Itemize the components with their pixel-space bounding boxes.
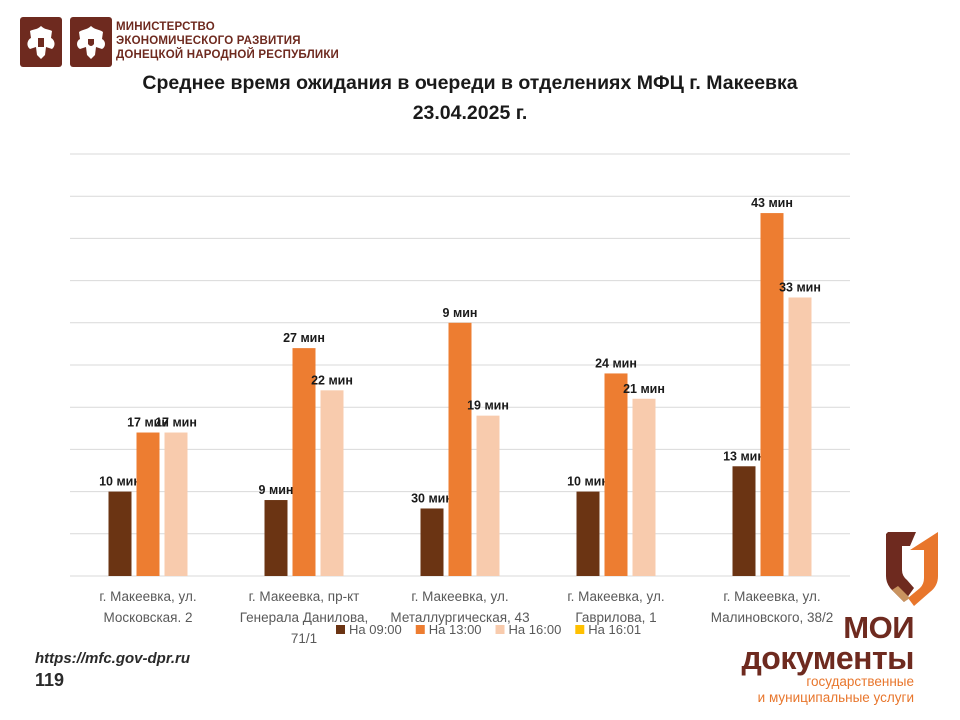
bar (632, 398, 656, 576)
data-label: 10 мин (99, 475, 141, 489)
x-tick-label: Московская. 2 (103, 610, 192, 625)
bar (604, 373, 628, 576)
brand-tagline: государственные и муниципальные услуги (758, 674, 914, 706)
data-label: 43 мин (751, 196, 793, 210)
data-label: 9 мин (443, 306, 478, 320)
legend-label: На 16:00 (509, 622, 562, 637)
x-tick-label: г. Макеевка, ул. (723, 589, 820, 604)
legend-label: На 09:00 (349, 622, 402, 637)
bar (732, 466, 756, 576)
bar (108, 491, 132, 576)
legend-label: На 13:00 (429, 622, 482, 637)
dpr-coat-of-arms-icon (70, 17, 112, 67)
x-tick-label: г. Макеевка, ул. (411, 589, 508, 604)
x-tick-label: Малиновского, 38/2 (711, 610, 834, 625)
x-tick-label: г. Макеевка, ул. (99, 589, 196, 604)
russia-coat-of-arms-icon (20, 17, 62, 67)
data-label: 13 мин (723, 449, 765, 463)
bar (420, 508, 444, 576)
bar (292, 348, 316, 576)
ministry-name-line: МИНИСТЕРСТВО (116, 21, 215, 33)
brand-name-line: МОИ (843, 610, 914, 645)
moi-dokumenty-logo-icon (886, 532, 938, 606)
x-tick-label: Генерала Данилова, (240, 610, 369, 625)
data-label: 19 мин (467, 399, 509, 413)
ministry-name: МИНИСТЕРСТВО ЭКОНОМИЧЕСКОГО РАЗВИТИЯ ДОН… (116, 20, 356, 62)
brand-name-line: документы (741, 640, 914, 676)
x-tick-label: 71/1 (291, 631, 317, 646)
data-label: 21 мин (623, 382, 665, 396)
x-tick-label: г. Макеевка, пр-кт (249, 589, 360, 604)
data-label: 17 мин (127, 416, 169, 430)
bar (760, 213, 784, 576)
bar (164, 432, 188, 576)
legend-swatch (495, 625, 505, 634)
bar (476, 415, 500, 576)
chart-title-line: 23.04.2025 г. (412, 102, 528, 124)
legend-swatch (336, 625, 345, 634)
data-label: 17 мин (155, 416, 197, 430)
x-tick-label: г. Макеевка, ул. (567, 589, 664, 604)
ministry-name-line: ДОНЕЦКОЙ НАРОДНОЙ РЕСПУБЛИКИ (116, 49, 340, 61)
data-label: 27 мин (283, 331, 325, 345)
brand-name: МОИ документы (741, 610, 914, 676)
bar (448, 322, 472, 576)
x-tick-label: Гаврилова, 1 (575, 610, 656, 625)
data-label: 9 мин (259, 483, 294, 497)
data-label: 30 мин (411, 491, 453, 505)
bar (788, 297, 812, 576)
legend-label: На 16:01 (588, 622, 641, 637)
brand-tagline-line: и муниципальные услуги (757, 690, 914, 705)
bar (320, 390, 344, 576)
data-label: 22 мин (311, 373, 353, 387)
bar (264, 500, 288, 576)
chart-title: Среднее время ожидания в очереди в отдел… (60, 68, 880, 128)
x-tick-label: Металлургическая, 43 (390, 610, 529, 625)
data-label: 10 мин (567, 475, 609, 489)
legend-swatch (575, 625, 585, 634)
brand-tagline-line: государственные (806, 674, 914, 689)
ministry-name-line: ЭКОНОМИЧЕСКОГО РАЗВИТИЯ (116, 35, 301, 47)
chart-title-line: Среднее время ожидания в очереди в отдел… (142, 72, 798, 94)
data-label: 24 мин (595, 356, 637, 370)
ministry-header: МИНИСТЕРСТВО ЭКОНОМИЧЕСКОГО РАЗВИТИЯ ДОН… (20, 17, 350, 69)
website-url[interactable]: https://mfc.gov-dpr.ru (35, 650, 190, 667)
legend-swatch (415, 625, 425, 634)
page-number: 119 (35, 670, 65, 690)
bar (576, 491, 600, 576)
bar (136, 432, 160, 576)
data-label: 33 мин (779, 280, 821, 294)
